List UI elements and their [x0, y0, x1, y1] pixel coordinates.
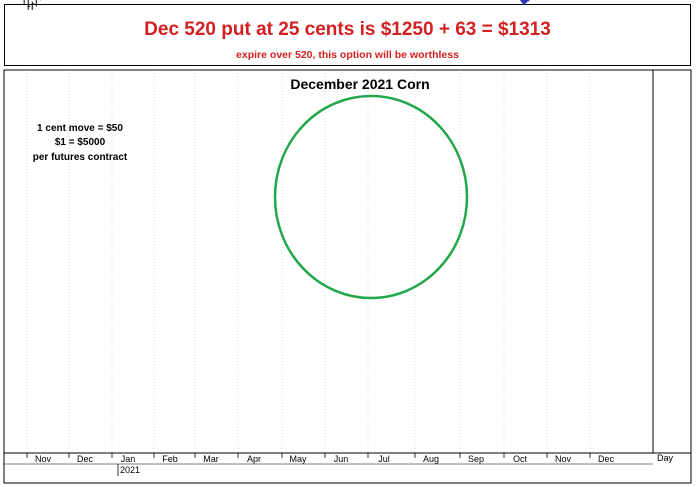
x-month-label: Sep — [468, 454, 484, 464]
x-month-label: Nov — [35, 454, 52, 464]
projection-arrowhead — [519, 0, 529, 6]
headline: Dec 520 put at 25 cents is $1250 + 63 = … — [144, 19, 551, 40]
x-month-label: Jul — [378, 454, 390, 464]
plot-border — [3, 69, 692, 484]
x-month-label: Dec — [598, 454, 615, 464]
projection-path — [526, 0, 530, 2]
x-month-label: May — [289, 454, 307, 464]
price-bar — [27, 0, 31, 10]
projection-arrow — [519, 0, 530, 6]
x-month-label: Apr — [247, 454, 261, 464]
x-axis: Nov Dec Jan Feb Mar Apr May Jun Jul Aug Sep Oct Nov D… — [26, 453, 615, 476]
consolidation-circle — [273, 94, 469, 300]
x-month-label: Jan — [121, 454, 136, 464]
x-month-label: Oct — [513, 454, 528, 464]
year-label: 2021 — [120, 465, 140, 475]
grid-lines — [26, 70, 591, 453]
chart-title: December 2021 Corn — [290, 76, 429, 92]
subline: expire over 520, this option will be wor… — [236, 49, 459, 61]
price-bars — [23, 0, 41, 10]
price-bar — [31, 1, 35, 10]
x-month-label: Aug — [423, 454, 439, 464]
contract-annotation: 1 cent move = $50 $1 = $5000 per futures… — [33, 123, 128, 163]
annotation-line-3: per futures contract — [33, 152, 128, 163]
x-month-label: Feb — [162, 454, 178, 464]
x-month-label: Nov — [555, 454, 572, 464]
x-axis-unit: Day — [657, 453, 674, 463]
price-bar — [23, 0, 25, 4]
header-box: Dec 520 put at 25 cents is $1250 + 63 = … — [4, 4, 691, 66]
x-month-label: Dec — [77, 454, 94, 464]
annotation-line-2: $1 = $5000 — [55, 137, 106, 148]
annotation-line-1: 1 cent move = $50 — [37, 123, 123, 134]
x-month-label: Jun — [334, 454, 349, 464]
x-month-label: Mar — [203, 454, 219, 464]
price-bar — [35, 0, 37, 7]
